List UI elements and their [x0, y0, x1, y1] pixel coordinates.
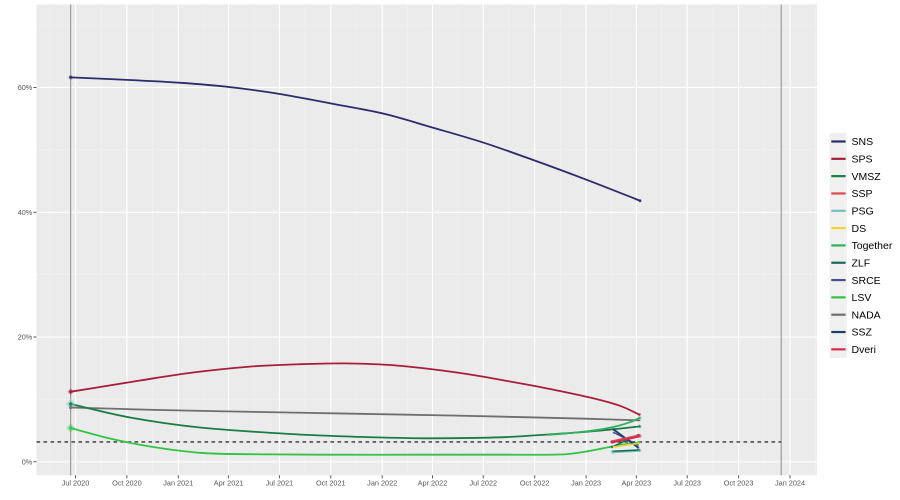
svg-text:SSZ: SSZ [852, 327, 873, 339]
svg-text:Oct 2022: Oct 2022 [520, 479, 550, 488]
svg-text:Jan 2022: Jan 2022 [367, 479, 397, 488]
svg-text:Jul 2021: Jul 2021 [266, 479, 294, 488]
svg-text:SPS: SPS [852, 154, 873, 166]
svg-text:Apr 2021: Apr 2021 [214, 479, 244, 488]
svg-text:20%: 20% [18, 333, 33, 342]
svg-text:Dveri: Dveri [852, 344, 877, 356]
svg-text:SRCE: SRCE [852, 275, 881, 287]
svg-text:Jul 2020: Jul 2020 [62, 479, 90, 488]
svg-text:Apr 2023: Apr 2023 [622, 479, 652, 488]
svg-text:Jul 2022: Jul 2022 [470, 479, 498, 488]
svg-text:0%: 0% [22, 457, 33, 466]
svg-text:DS: DS [852, 223, 867, 235]
svg-text:Oct 2021: Oct 2021 [316, 479, 346, 488]
svg-text:Oct 2023: Oct 2023 [724, 479, 754, 488]
svg-text:VMSZ: VMSZ [852, 171, 882, 183]
svg-text:PSG: PSG [852, 205, 874, 217]
svg-text:SNS: SNS [852, 136, 874, 148]
svg-text:SSP: SSP [852, 188, 873, 200]
svg-text:40%: 40% [18, 208, 33, 217]
svg-text:Jan 2021: Jan 2021 [163, 479, 193, 488]
svg-text:LSV: LSV [852, 292, 872, 304]
svg-text:ZLF: ZLF [852, 257, 871, 269]
svg-text:Jan 2023: Jan 2023 [571, 479, 601, 488]
svg-text:Oct 2020: Oct 2020 [112, 479, 142, 488]
svg-text:NADA: NADA [852, 309, 881, 321]
svg-text:Jan 2024: Jan 2024 [775, 479, 805, 488]
svg-text:Jul 2023: Jul 2023 [673, 479, 701, 488]
svg-text:Apr 2022: Apr 2022 [418, 479, 448, 488]
svg-text:Together: Together [852, 240, 893, 252]
svg-text:60%: 60% [18, 83, 33, 92]
